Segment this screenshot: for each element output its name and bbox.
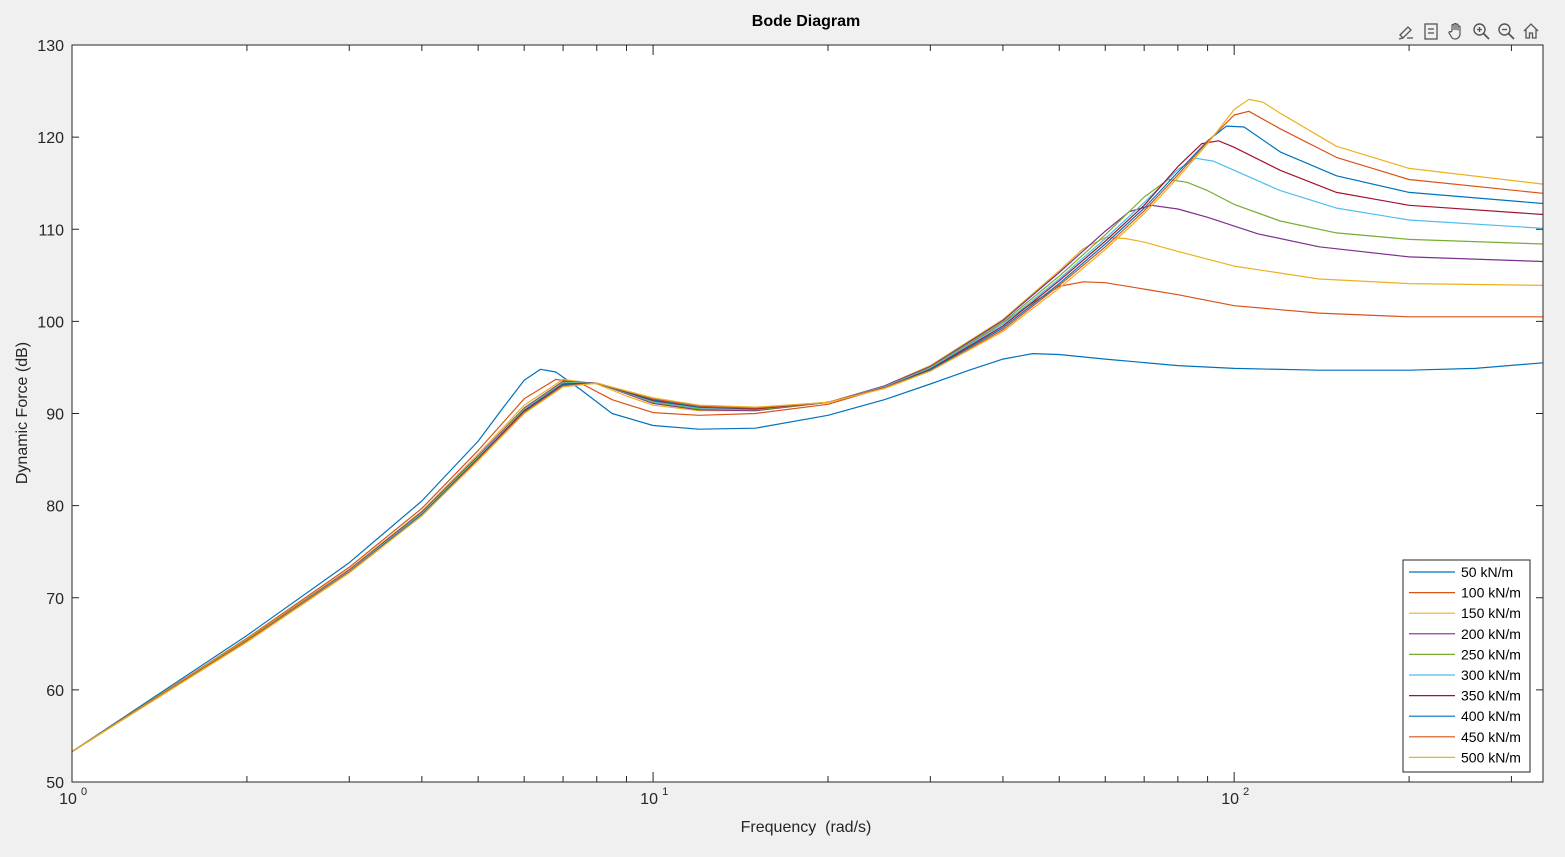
legend-item[interactable]: 100 kN/m [1409,585,1521,601]
data-lines [71,98,1544,753]
zoom-out-icon[interactable] [1494,20,1517,43]
x-tick-labels: 10 0 10 1 10 2 [59,786,1249,808]
legend-item[interactable]: 350 kN/m [1409,688,1521,704]
y-tick-label: 120 [37,130,64,147]
legend-label: 400 kN/m [1461,708,1521,724]
legend-label: 300 kN/m [1461,667,1521,683]
y-tick-label: 110 [38,222,64,239]
legend-icon[interactable] [1419,20,1442,43]
x-axis-label: Frequency (rad/s) [741,819,872,836]
legend-label: 150 kN/m [1461,605,1521,621]
legend-item[interactable]: 500 kN/m [1409,749,1521,765]
series-line-1 [71,353,1544,753]
legend-label: 350 kN/m [1461,688,1521,704]
x-tick-base: 10 [59,791,77,808]
legend-label: 500 kN/m [1461,749,1521,765]
series-line-6 [71,157,1544,753]
axes-frame [71,44,1544,783]
y-tick-label: 100 [37,314,64,331]
x-tick-exponent: 0 [81,786,87,798]
x-tick-base: 10 [1221,791,1239,808]
y-tick-labels: 50 60 70 80 90 100 110 120 130 [37,38,64,792]
y-tick-label: 50 [46,775,64,792]
legend-label: 50 kN/m [1461,564,1513,580]
x-tick-exponent: 2 [1243,786,1249,798]
x-tick-base: 10 [640,791,658,808]
y-tick-label: 130 [37,38,64,55]
plot-area[interactable] [72,45,1543,782]
zoom-in-icon[interactable] [1469,20,1492,43]
pan-hand-icon[interactable] [1444,20,1467,43]
y-tick-label: 90 [46,407,64,424]
x-tick-label: 10 0 [59,786,87,808]
legend-item[interactable]: 50 kN/m [1409,564,1513,580]
brush-icon[interactable] [1394,20,1417,43]
x-tick-label: 10 2 [1221,786,1249,808]
legend-label: 200 kN/m [1461,626,1521,642]
legend-label: 450 kN/m [1461,729,1521,745]
legend-item[interactable]: 450 kN/m [1409,729,1521,745]
legend-item[interactable]: 250 kN/m [1409,646,1521,662]
chart-title: Bode Diagram [752,13,860,30]
x-tick-exponent: 1 [662,786,668,798]
y-tick-label: 70 [46,591,64,608]
series-line-10 [71,98,1544,753]
legend-item[interactable]: 150 kN/m [1409,605,1521,621]
legend-item[interactable]: 200 kN/m [1409,626,1521,642]
x-tick-label: 10 1 [640,786,668,808]
legend-item[interactable]: 300 kN/m [1409,667,1521,683]
legend[interactable]: 50 kN/m 100 kN/m 150 kN/m 200 kN/m 250 kN/m 3… [1402,559,1531,773]
home-icon[interactable] [1519,20,1542,43]
y-tick-label: 80 [46,499,64,516]
y-axis-label: Dynamic Force (dB) [14,342,31,484]
legend-label: 100 kN/m [1461,585,1521,601]
series-line-4 [71,204,1544,753]
axis-ticks [71,44,1543,783]
legend-label: 250 kN/m [1461,646,1521,662]
y-tick-label: 60 [46,683,64,700]
legend-item[interactable]: 400 kN/m [1409,708,1521,724]
axes-toolbar [1394,19,1542,43]
